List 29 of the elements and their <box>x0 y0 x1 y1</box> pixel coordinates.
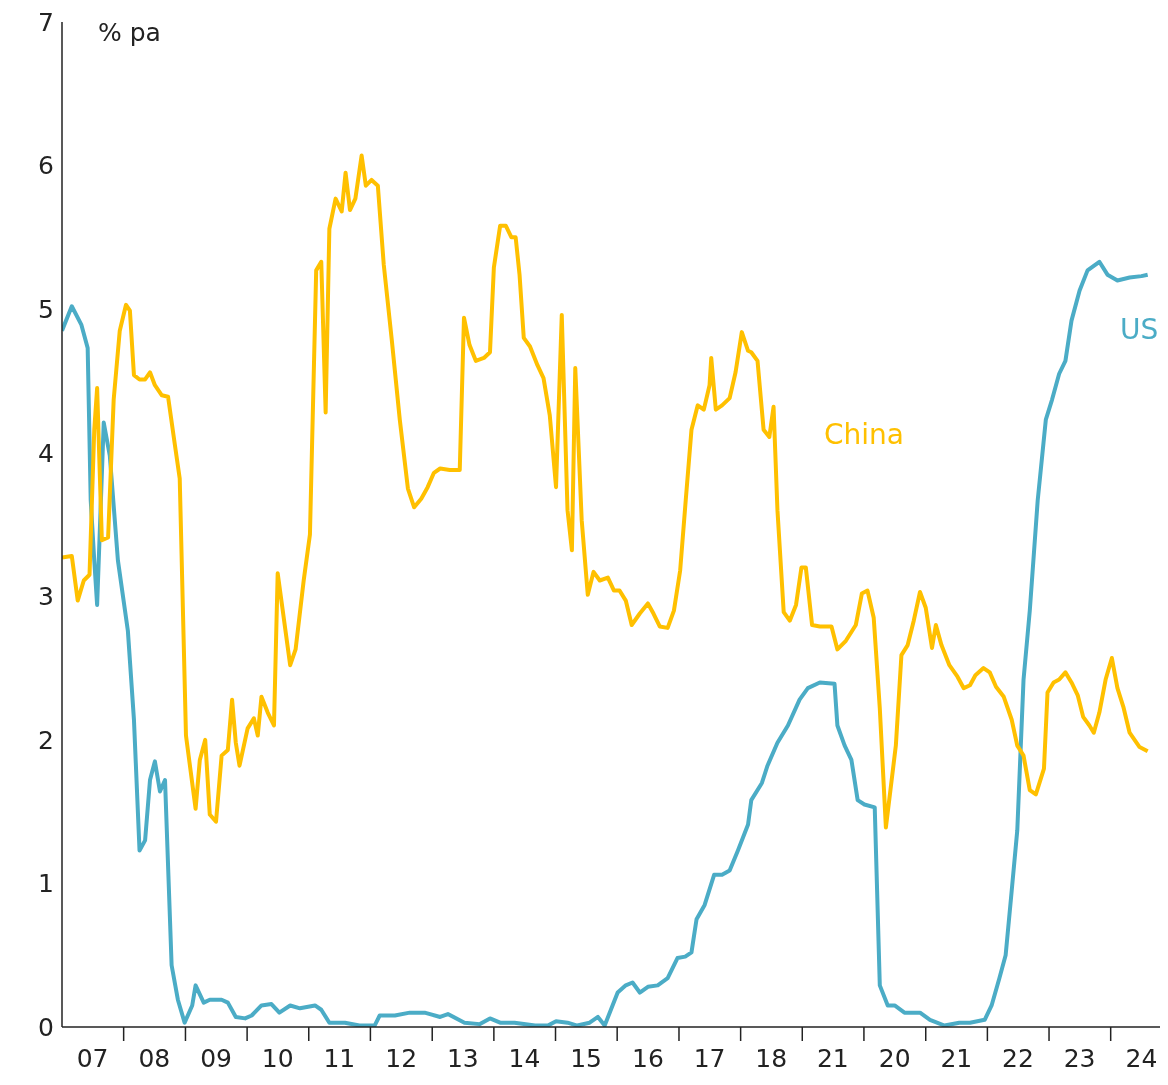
y-tick-label: 2 <box>38 725 54 755</box>
x-tick-label: 11 <box>323 1044 356 1073</box>
x-tick-label: 15 <box>570 1044 602 1073</box>
x-tick-label: 17 <box>693 1044 726 1073</box>
x-tick-label: 08 <box>138 1044 171 1073</box>
y-tick-label: 0 <box>38 1012 54 1042</box>
x-tick-label: 20 <box>878 1044 911 1073</box>
y-tick-label: 6 <box>38 151 54 181</box>
x-tick-label: 14 <box>508 1044 541 1073</box>
y-tick-label: 7 <box>38 7 54 37</box>
x-tick-label: 21 <box>940 1044 973 1073</box>
x-tick-label: 09 <box>200 1044 232 1073</box>
x-tick-label: 24 <box>1125 1044 1158 1073</box>
y-axis-title: % pa <box>98 18 161 47</box>
y-tick-label: 5 <box>38 295 54 325</box>
x-tick-label: 21 <box>816 1044 849 1073</box>
y-tick-label: 4 <box>38 438 54 468</box>
x-tick-label: 13 <box>446 1044 479 1073</box>
x-tick-label: 16 <box>632 1044 664 1073</box>
x-tick-label: 10 <box>261 1044 294 1073</box>
y-tick-label: 1 <box>38 869 54 899</box>
x-tick-label: 07 <box>76 1044 109 1073</box>
x-tick-label: 18 <box>755 1044 788 1073</box>
x-tick-label: 23 <box>1063 1044 1096 1073</box>
x-tick-label: 22 <box>1002 1044 1034 1073</box>
x-tick-label: 12 <box>385 1044 418 1073</box>
series-label: China <box>824 418 904 451</box>
series-label: US <box>1120 313 1159 346</box>
y-tick-label: 3 <box>38 582 54 612</box>
